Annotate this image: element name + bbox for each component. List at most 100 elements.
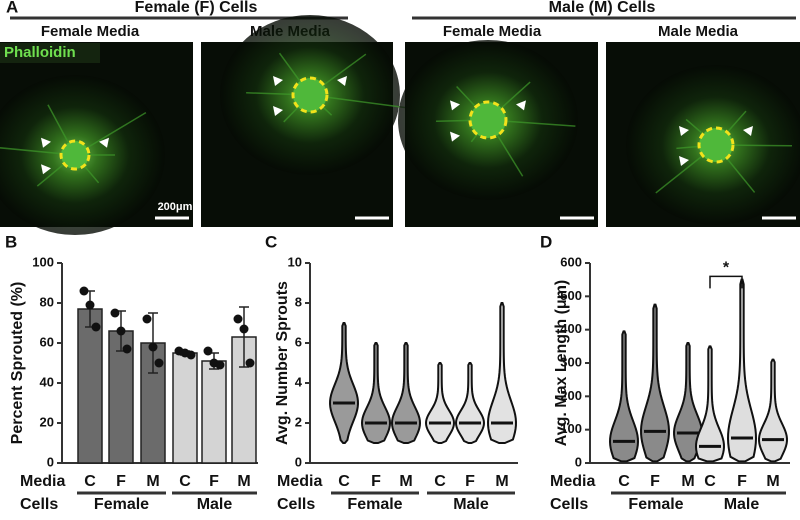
x-tick-label: M [495, 473, 508, 490]
violin [424, 362, 456, 444]
data-point [239, 324, 249, 334]
x-tick-label: C [338, 473, 350, 490]
arrowhead [41, 137, 51, 148]
data-point [233, 314, 243, 324]
violin [640, 303, 670, 463]
stain-label: Phalloidin [4, 44, 76, 61]
group-label: Female [628, 496, 683, 513]
bar [201, 360, 227, 464]
data-point [142, 314, 152, 324]
data-point [203, 346, 213, 356]
data-point [85, 300, 95, 310]
bead [291, 76, 329, 114]
category-row-label: Media [20, 473, 65, 490]
y-tick-label: 40 [40, 374, 54, 389]
category-row-label: Media [277, 473, 322, 490]
y-tick-label: 0 [295, 454, 302, 469]
y-tick-label: 10 [288, 254, 302, 269]
group-label: Male [724, 496, 760, 513]
violin [695, 345, 725, 463]
data-point [110, 308, 120, 318]
group-label: Male [453, 496, 489, 513]
bar [172, 352, 198, 464]
x-tick-label: C [84, 473, 96, 490]
arrowhead [516, 100, 526, 111]
x-tick-label: F [209, 473, 219, 490]
y-tick-label: 500 [560, 288, 582, 303]
data-point [245, 358, 255, 368]
violin [758, 358, 788, 463]
y-tick-label: 60 [40, 334, 54, 349]
group-row-label: Cells [20, 496, 58, 513]
bead [468, 100, 508, 140]
x-tick-label: M [146, 473, 159, 490]
panel-a: A Female (F) Cells Male (M) Cells Female… [6, 0, 796, 40]
panel-label: A [6, 0, 18, 16]
y-tick-label: 100 [32, 254, 54, 269]
arrowhead [99, 137, 109, 148]
arrowhead [41, 164, 51, 175]
arrowhead [679, 156, 689, 166]
y-tick-label: 400 [560, 321, 582, 336]
data-point [116, 326, 126, 336]
x-tick-label: F [737, 473, 747, 490]
x-tick-label: C [704, 473, 716, 490]
x-tick-label: F [465, 473, 475, 490]
bead [697, 126, 735, 164]
data-point [91, 322, 101, 332]
scale-label: 200μm [158, 201, 193, 213]
category-row-label: Media [550, 473, 595, 490]
media-title: Female Media [41, 23, 140, 40]
y-tick-label: 200 [560, 388, 582, 403]
media-title: Female Media [443, 23, 542, 40]
data-point [215, 360, 225, 370]
group-row-label: Cells [550, 496, 588, 513]
violin [360, 342, 392, 444]
error-bar [239, 306, 249, 368]
violin [609, 330, 639, 463]
arrowhead [337, 76, 347, 86]
y-tick-label: 0 [47, 454, 54, 469]
y-tick-label: 80 [40, 294, 54, 309]
x-tick-label: M [681, 473, 694, 490]
data-point [186, 350, 196, 360]
group-label: Male [197, 496, 233, 513]
stain-label-bg [0, 43, 100, 63]
arrowhead [273, 106, 283, 116]
y-axis-label: Percent Sprouted (%) [9, 282, 26, 445]
x-tick-label: F [650, 473, 660, 490]
panel-label: C [265, 232, 277, 251]
y-tick-label: 600 [560, 254, 582, 269]
significance-bracket [709, 275, 743, 289]
panel-label: B [5, 232, 17, 251]
data-point [154, 358, 164, 368]
data-point [122, 344, 132, 354]
column-title: Female (F) Cells [135, 0, 258, 16]
x-tick-label: F [371, 473, 381, 490]
panel-label: D [540, 232, 552, 251]
x-tick-label: C [179, 473, 191, 490]
y-tick-label: 0 [575, 454, 582, 469]
y-tick-label: 8 [295, 294, 302, 309]
y-tick-label: 4 [295, 374, 303, 389]
y-axis-label: Avg. Number Sprouts [274, 281, 291, 445]
violin [487, 302, 517, 444]
data-point [79, 286, 89, 296]
violin [390, 342, 422, 444]
x-tick-label: M [237, 473, 250, 490]
column-title: Male (M) Cells [549, 0, 656, 16]
group-label: Female [347, 496, 402, 513]
data-point [148, 342, 158, 352]
arrowhead [273, 76, 283, 86]
group-row-label: Cells [277, 496, 315, 513]
arrowhead [679, 126, 689, 136]
media-title: Male Media [658, 23, 739, 40]
x-tick-label: M [766, 473, 779, 490]
y-tick-label: 6 [295, 334, 302, 349]
x-tick-label: M [399, 473, 412, 490]
violin [454, 362, 486, 444]
violin [727, 278, 757, 463]
y-tick-label: 2 [295, 414, 302, 429]
y-tick-label: 300 [560, 354, 582, 369]
